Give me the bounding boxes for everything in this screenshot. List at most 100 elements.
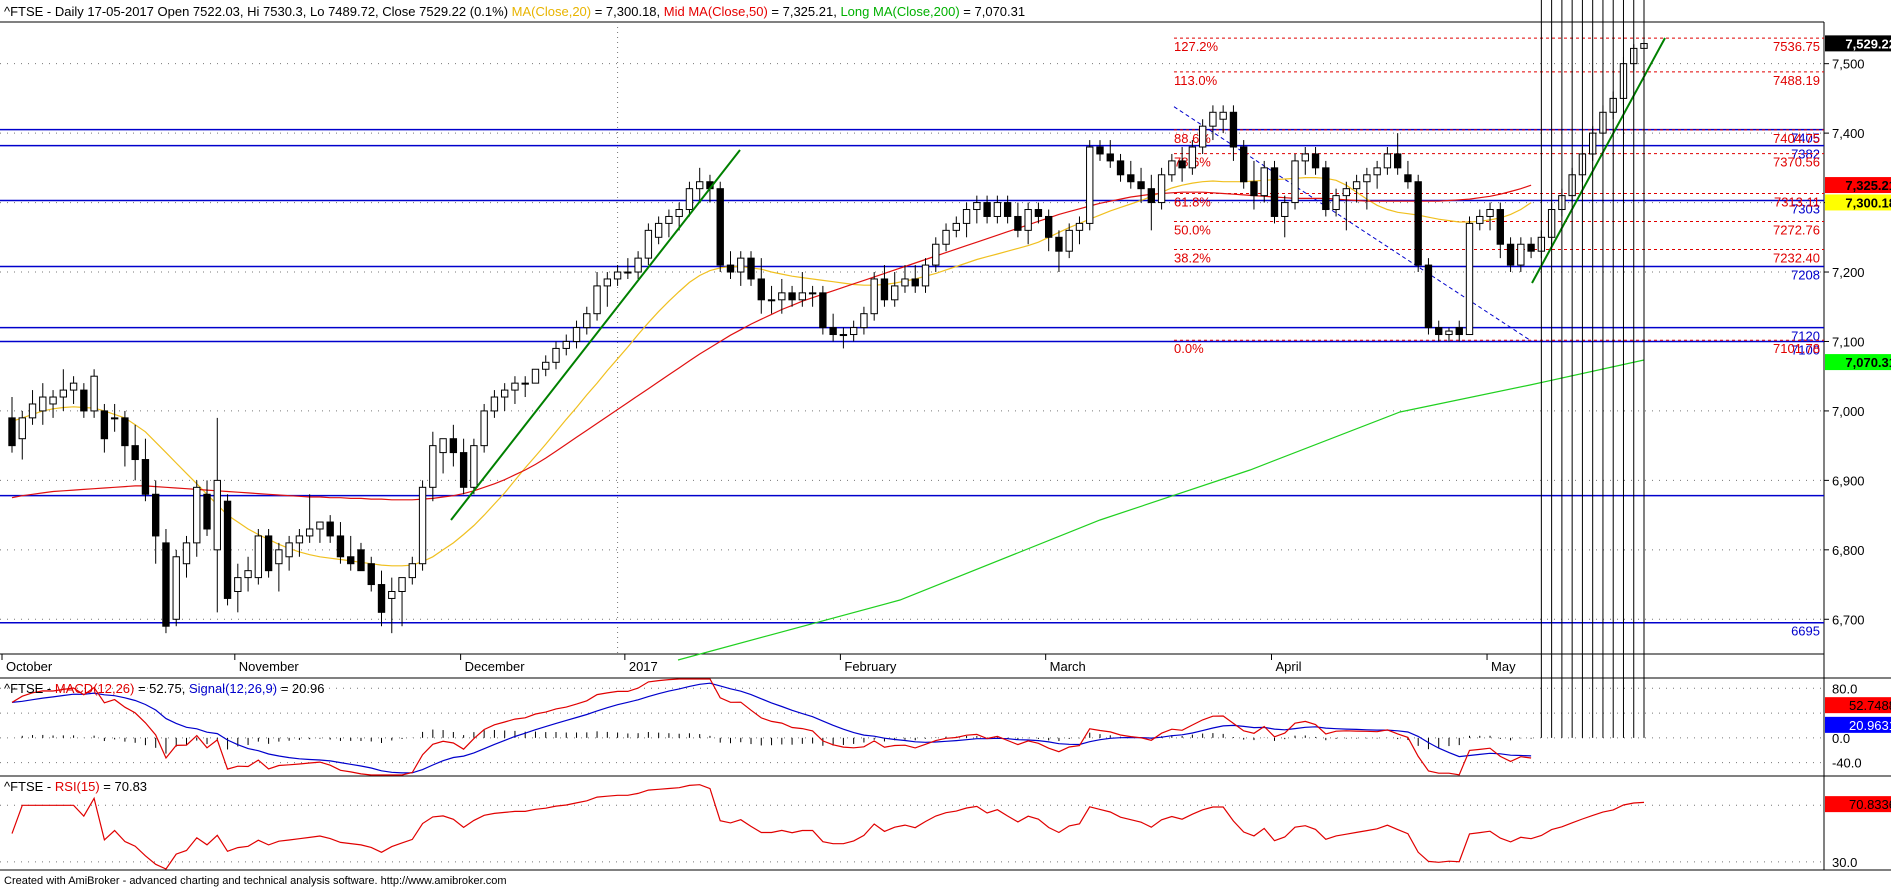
candle-body — [418, 486, 427, 565]
candle — [1229, 105, 1238, 161]
candle-body — [1311, 153, 1320, 169]
candle — [921, 258, 930, 293]
candle-body — [1075, 222, 1084, 231]
candle — [459, 438, 468, 495]
fib-value-label: 7272.76 — [1773, 222, 1820, 237]
candle — [162, 528, 170, 634]
candle — [665, 209, 673, 238]
header-segment: Mid MA(Close,50) — [664, 4, 768, 19]
candle-body — [264, 535, 273, 572]
moving-averages — [11, 177, 1645, 661]
candle-body — [305, 528, 314, 537]
candle-body — [583, 313, 591, 329]
candle-body — [1445, 330, 1453, 336]
candle — [131, 424, 139, 481]
candle-body — [1291, 160, 1299, 204]
price-axis: 6,7006,8006,9007,0007,1007,2007,3007,400… — [1824, 35, 1891, 627]
rsi-line — [11, 784, 1645, 870]
candle — [644, 223, 653, 266]
candle-body — [90, 375, 98, 412]
candle — [1301, 147, 1309, 175]
candle — [1527, 237, 1535, 259]
candle-body — [685, 188, 694, 211]
candle — [100, 403, 109, 453]
month-label: February — [844, 659, 897, 674]
candle-body — [162, 542, 170, 627]
candle — [531, 368, 540, 384]
candle-body — [408, 563, 416, 579]
candle — [480, 403, 488, 453]
candle-body — [152, 493, 160, 537]
candle-body — [1240, 146, 1248, 183]
candle-body — [275, 549, 283, 565]
candle — [1455, 320, 1463, 342]
candle — [901, 265, 909, 293]
candle-body — [1106, 153, 1114, 162]
candle-body — [747, 257, 755, 280]
candle-body — [675, 209, 683, 217]
fib-value-label: 7488.19 — [1773, 73, 1820, 88]
candle — [367, 556, 375, 592]
rsi-axis-label: 30.0 — [1832, 855, 1857, 870]
candle — [1157, 167, 1166, 210]
macd-axis-label: 80.0 — [1832, 681, 1857, 696]
candle-body — [1065, 229, 1073, 252]
candle-body — [254, 535, 263, 579]
candle-body — [932, 243, 940, 266]
candle-body — [1517, 243, 1525, 266]
candle-body — [234, 577, 242, 592]
candle-body — [644, 229, 653, 259]
candle — [182, 535, 191, 578]
candle-body — [531, 368, 540, 384]
candle — [870, 272, 878, 321]
month-label: December — [465, 659, 526, 674]
candle-body — [921, 264, 930, 287]
level-label: 7208 — [1791, 267, 1820, 282]
candle — [49, 390, 57, 418]
candle — [716, 181, 724, 273]
candle-body — [357, 549, 365, 572]
candle — [983, 195, 991, 224]
fib-swing-line — [1173, 106, 1533, 342]
candle-body — [1352, 181, 1361, 190]
trend-lines — [450, 37, 1666, 521]
candle-body — [1414, 181, 1422, 266]
candle — [1034, 202, 1043, 224]
ma200-badge-text: 7,070.31 — [1845, 355, 1891, 370]
candle-body — [1003, 202, 1012, 217]
month-label: May — [1491, 659, 1516, 674]
candle — [1270, 160, 1279, 224]
candle-body — [1486, 209, 1494, 217]
candle — [213, 417, 221, 613]
level-label: 7303 — [1791, 201, 1820, 216]
candle-body — [131, 445, 139, 461]
candle-body — [993, 202, 1002, 217]
candle — [18, 410, 26, 460]
rsi-badge — [1825, 796, 1891, 813]
candle — [1291, 153, 1299, 210]
candle-body — [983, 202, 991, 217]
candle-body — [1527, 243, 1535, 252]
candle-body — [213, 479, 221, 551]
candle — [891, 272, 899, 307]
month-label: October — [6, 659, 53, 674]
candle-body — [1127, 174, 1135, 183]
candle — [449, 424, 458, 467]
header-segment: = 7,300.18, — [591, 4, 664, 19]
candle-body — [1455, 327, 1463, 336]
candle-body — [1014, 215, 1022, 231]
candle — [1147, 174, 1156, 231]
candle — [203, 480, 211, 536]
candle-body — [121, 417, 129, 447]
candle-body — [1250, 181, 1258, 197]
candle — [347, 535, 355, 571]
candle-body — [377, 584, 386, 613]
axis-label: 7,100 — [1832, 334, 1865, 349]
ma50-badge — [1825, 177, 1891, 194]
axis-label: 6,700 — [1832, 612, 1865, 627]
month-label: November — [239, 659, 300, 674]
candle-body — [767, 299, 776, 302]
axis-label: 7,500 — [1832, 57, 1865, 72]
candle-body — [634, 257, 642, 273]
